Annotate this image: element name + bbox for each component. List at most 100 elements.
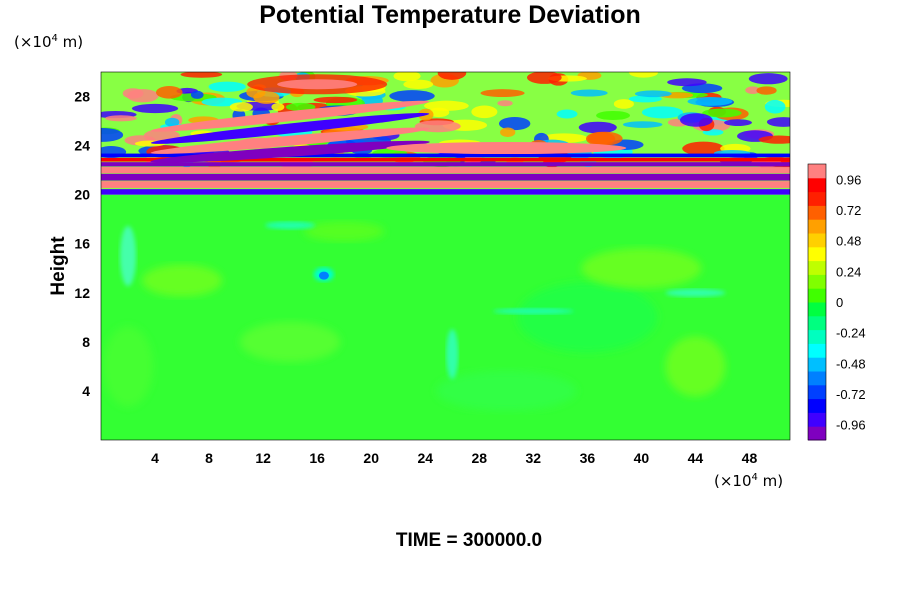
field-band [101,167,790,174]
field-upper-cell [585,131,616,146]
colorbar-segment [808,343,826,358]
colorbar-segment [808,329,826,344]
colorbar-tick-label: -0.24 [836,326,866,341]
colorbar-segment [808,260,826,275]
plot-frame [100,71,791,441]
y-tick-label: 28 [74,89,90,105]
field-band [101,181,790,188]
field-tilted-band [150,127,430,154]
field-lower-blob [665,336,726,397]
colorbar-segment [808,398,826,413]
colorbar-segment [808,357,826,372]
y-tick-label: 24 [74,138,90,154]
field-upper-cell [613,99,634,109]
field-upper-cell [403,79,434,90]
colorbar-segment [808,219,826,234]
colorbar-frame [807,163,827,441]
field-lower-blob [304,221,385,242]
colorbar-segment [808,177,826,193]
field-band [101,189,790,195]
field-lower-filament [665,288,726,297]
field-lower-blob [517,282,658,353]
x-tick-label: 44 [688,450,704,466]
y-tick-label: 8 [82,334,90,350]
colorbar-tick-label: 0.24 [836,264,861,279]
colorbar-segment [808,302,826,317]
field-upper-cell [766,117,790,127]
field-upper-cell [756,86,777,95]
x-tick-label: 36 [580,450,596,466]
chart-title: Potential Temperature Deviation [259,1,641,29]
field-upper-cell [570,89,608,97]
field-lower-filament [120,226,137,286]
y-tick-label: 16 [74,236,90,252]
x-tick-label: 24 [417,450,433,466]
colorbar-segment [808,233,826,248]
field-upper-cell [122,88,144,99]
colorbar-tick-label: -0.96 [836,418,866,433]
field-upper-cell [271,103,285,111]
field-upper-cell [724,119,752,126]
field-upper-cell [253,91,280,104]
field-upper-cell [156,86,183,99]
colorbar-segment [808,164,826,179]
field-tilted-band [150,140,430,163]
field-band [101,157,790,162]
field-lower-filament [265,221,316,230]
field-upper-cell [424,100,469,111]
field-upper-cell [437,72,467,80]
field-upper-cell [208,81,246,92]
field-upper-cell [680,113,713,127]
colorbar-segment [808,371,826,386]
field-upper-cell [393,72,421,82]
field-upper-cell [164,117,180,127]
colorbar-tick-label: 0.96 [836,172,861,187]
field-lower-filament [446,329,459,380]
field-upper-cell [101,128,124,142]
field-upper-cell [641,106,684,119]
x-tick-label: 20 [363,450,379,466]
colorbar: 0.96 0.72 0.48 0.24 0 -0.24 -0.48 -0.72 -0.96 [807,163,866,441]
colorbar-segment [808,384,826,400]
field-upper-cell [634,90,672,98]
field-lower-blob [436,370,577,411]
x-tick-label: 40 [634,450,650,466]
y-ticks: 4 8 12 16 20 24 28 [74,89,90,399]
field-upper-cell [277,79,358,90]
field-upper-cell [764,99,786,114]
field-upper-cell [556,109,578,119]
field-lower-blob [103,326,154,407]
colorbar-segment [808,288,826,303]
field-upper-cell [389,90,435,102]
colorbar-tick-label: 0.48 [836,234,861,249]
x-tick-label: 16 [309,450,325,466]
field-upper-cell [629,72,658,78]
field-upper-cell [687,97,733,106]
field-upper-cell [105,115,137,122]
field-upper-cell [471,105,498,119]
field-upper-cell [480,89,525,97]
x-axis-unit: (×104 m) [714,472,784,490]
x-tick-label: 32 [526,450,542,466]
colorbar-segment [808,205,826,220]
field-upper-cell [758,135,790,144]
field-upper-cell [497,100,513,107]
field-blue-spot [318,271,329,280]
x-tick-label: 4 [151,450,159,466]
field-upper-cell [622,121,663,128]
field-band [101,173,790,181]
field-upper-cell [596,110,631,121]
x-ticks: 4 8 12 16 20 24 28 32 36 40 44 48 [151,450,757,466]
field-tilted-band [150,100,430,132]
field-upper-cell [285,102,316,112]
field-upper-cell [190,90,204,99]
field-upper-cell [748,73,788,85]
field-upper-cell [500,127,516,138]
heatmap-field [101,72,790,440]
time-label: TIME = 300000.0 [395,530,543,551]
y-tick-label: 4 [82,383,90,399]
field-upper-cell [229,102,253,112]
field-upper-cell [313,96,358,104]
y-tick-label: 20 [74,187,90,203]
